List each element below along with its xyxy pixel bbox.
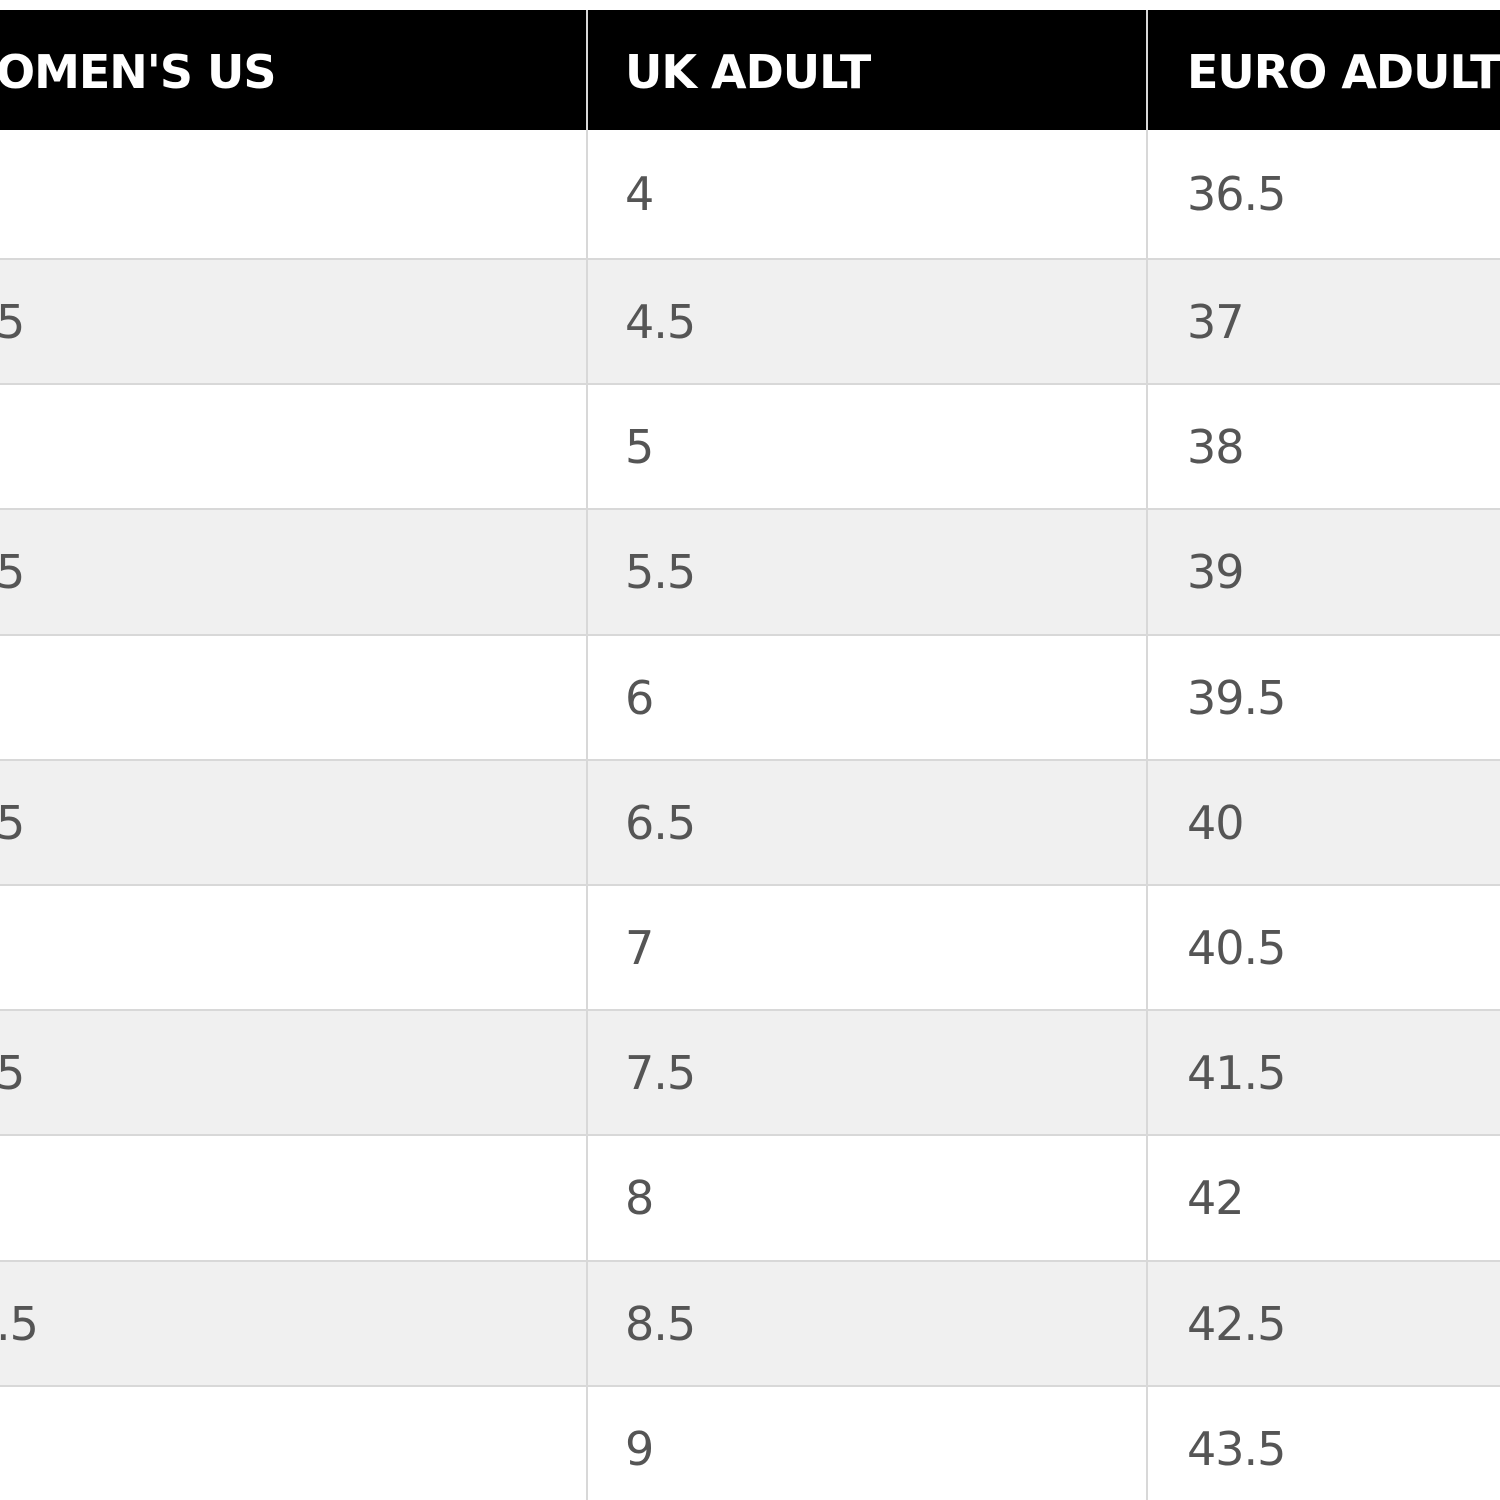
table-cell: 37 (1187, 294, 1245, 349)
header-cell: OMEN'S US (0, 45, 277, 99)
table-row: 5 4.5 37 (0, 258, 1500, 383)
table-cell: 5 (0, 1045, 25, 1100)
table-cell: 8.5 (625, 1296, 696, 1351)
table-row: 9 43.5 (0, 1385, 1500, 1500)
table-cell: 9 (625, 1421, 654, 1476)
column-divider (1146, 10, 1148, 1500)
table-cell: 7.5 (625, 1045, 696, 1100)
table-cell: 7 (625, 920, 654, 975)
table-header: OMEN'S US UK ADULT EURO ADULT (0, 10, 1500, 130)
table-cell: 4.5 (625, 294, 696, 349)
table-cell: 39.5 (1187, 670, 1286, 725)
table-row: .5 8.5 42.5 (0, 1260, 1500, 1385)
table-cell: .5 (0, 1296, 39, 1351)
table-row: 5 6.5 40 (0, 759, 1500, 884)
table-row: 5 7.5 41.5 (0, 1009, 1500, 1134)
table-cell: 6 (625, 670, 654, 725)
table-row: 8 42 (0, 1134, 1500, 1260)
table-cell: 42 (1187, 1171, 1245, 1225)
table-cell: 41.5 (1187, 1045, 1286, 1100)
table-cell: 5 (0, 795, 25, 850)
table-row: 4 36.5 (0, 130, 1500, 258)
table-cell: 8 (625, 1171, 654, 1225)
table-cell: 40 (1187, 795, 1245, 850)
header-cell: EURO ADULT (1187, 45, 1500, 99)
header-cell: UK ADULT (625, 45, 871, 99)
column-divider (586, 10, 588, 1500)
table-row: 5 5.5 39 (0, 508, 1500, 634)
table-row: 5 38 (0, 383, 1500, 508)
table-cell: 40.5 (1187, 920, 1286, 975)
table-row: 7 40.5 (0, 884, 1500, 1009)
table-cell: 39 (1187, 545, 1245, 599)
table-cell: 4 (625, 167, 654, 221)
table-cell: 6.5 (625, 795, 696, 850)
table-row: 6 39.5 (0, 634, 1500, 759)
table-cell: 5.5 (625, 545, 696, 599)
table-cell: 38 (1187, 419, 1245, 474)
table-cell: 43.5 (1187, 1421, 1286, 1476)
table-cell: 42.5 (1187, 1296, 1286, 1351)
table-cell: 5 (0, 545, 25, 599)
table-cell: 5 (625, 419, 654, 474)
table-cell: 36.5 (1187, 167, 1286, 221)
table-cell: 5 (0, 294, 25, 349)
